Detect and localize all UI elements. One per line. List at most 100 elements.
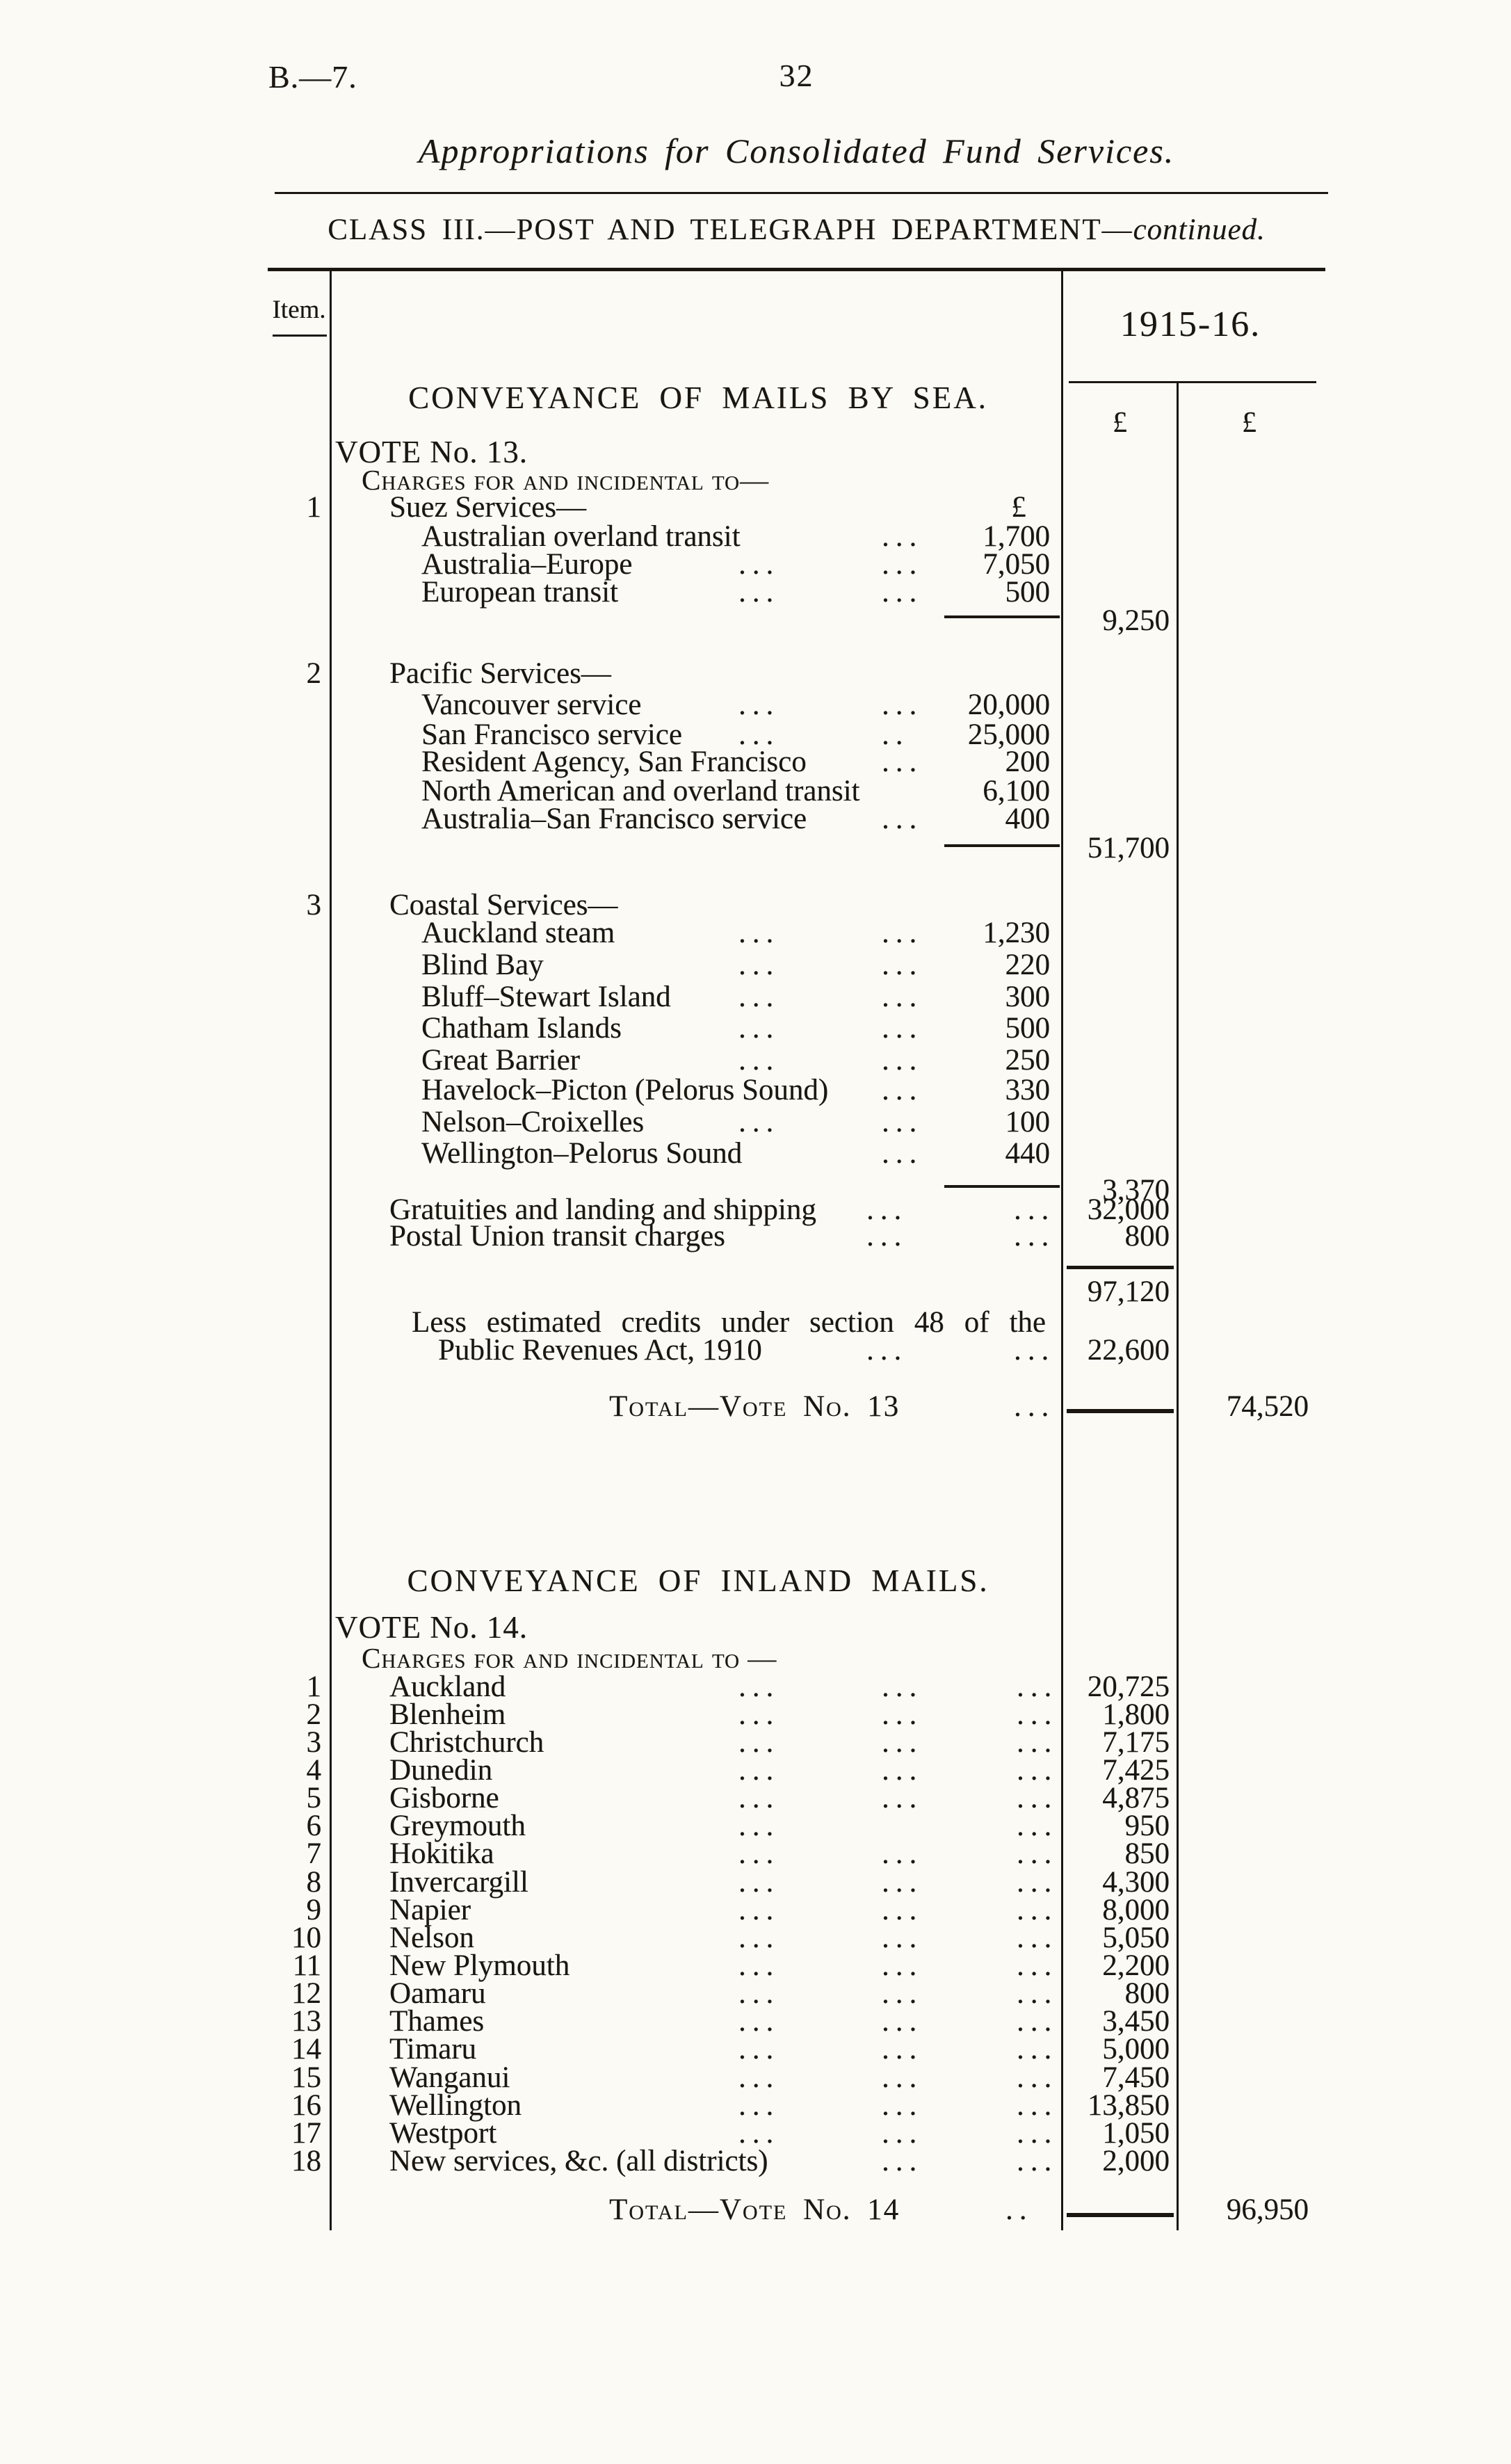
ledger-row: 14 Timaru 5,000 <box>0 2034 1511 2066</box>
less-credits-text-1: Less estimated credits under section 48 … <box>412 1306 1046 1339</box>
vote14-label: VOTE No. 14. <box>335 1610 528 1645</box>
row-label: Wanganui <box>389 2061 510 2094</box>
row-amount: 1,230 <box>983 917 1050 949</box>
ledger-row: Great Barrier 250 <box>0 1045 1511 1077</box>
item-number: 17 <box>291 2117 321 2150</box>
subtotal-rule <box>944 615 1060 618</box>
row-label: Havelock–Picton (Pelorus Sound) <box>421 1074 829 1106</box>
row-amount: 2,000 <box>1102 2145 1170 2177</box>
row-amount: 6,100 <box>983 775 1050 807</box>
item-number: 15 <box>291 2061 321 2094</box>
page-number: 32 <box>779 58 814 93</box>
gross-total-amount: 97,120 <box>1087 1275 1170 1308</box>
row-amount: 1,700 <box>983 520 1050 553</box>
item-number: 14 <box>291 2033 321 2066</box>
dot-leader <box>1014 1335 1055 1367</box>
item-number: 18 <box>291 2145 321 2177</box>
row-amount: 1,800 <box>1102 1698 1170 1731</box>
ledger-row: 1 Auckland 20,725 <box>0 1671 1511 1703</box>
item-number: 9 <box>306 1894 322 1926</box>
ledger-row: Auckland steam 1,230 <box>0 917 1511 949</box>
dot-leader <box>1014 1391 1055 1423</box>
dot-leader <box>866 1335 907 1367</box>
item-number: 7 <box>306 1837 322 1870</box>
row-amount: 5,050 <box>1102 1922 1170 1954</box>
total-column-rule <box>1177 381 1179 2230</box>
vote14-total-rule <box>1067 2213 1174 2217</box>
item-number: 10 <box>291 1922 321 1954</box>
row-amount: 100 <box>1005 1106 1051 1138</box>
group-name: Suez Services— <box>389 491 587 524</box>
row-label: Dunedin <box>389 1754 493 1787</box>
row-amount: 7,050 <box>983 548 1050 581</box>
group-subtotal: 51,700 <box>1087 832 1170 864</box>
row-label: European transit <box>421 576 618 609</box>
row-label: Australia–San Francisco service <box>421 803 807 835</box>
row-amount: 500 <box>1005 1012 1051 1045</box>
item-number: 1 <box>306 491 322 524</box>
ledger-row: San Francisco service 25,000 <box>0 719 1511 751</box>
dot-leader <box>866 1221 907 1253</box>
subtotal-rule <box>944 1185 1060 1188</box>
item-number: 2 <box>306 1698 322 1731</box>
vote13-total-label: Total—Vote No. 13 <box>609 1390 900 1423</box>
vote14-total-label: Total—Vote No. 14 <box>609 2193 900 2226</box>
row-label: Nelson <box>389 1922 474 1954</box>
row-amount: 400 <box>1005 803 1051 835</box>
row-label: Gisborne <box>389 1782 499 1814</box>
ledger-row: Wellington–Pelorus Sound 440 <box>0 1138 1511 1170</box>
gross-total-row: 97,120 <box>0 1276 1511 1308</box>
row-label: Timaru <box>389 2033 477 2066</box>
row-label: Wellington–Pelorus Sound <box>421 1137 743 1170</box>
row-amount: 800 <box>1124 1977 1170 2010</box>
row-amount: 2,200 <box>1102 1949 1170 1982</box>
vote14-total-amount: 96,950 <box>1226 2193 1309 2226</box>
subtotal-rule <box>944 844 1060 847</box>
vote14-label-row: VOTE No. 14. <box>0 1611 1511 1643</box>
row-label: Greymouth <box>389 1810 526 1842</box>
group-pacific-header: 2 Pacific Services— <box>0 658 1511 690</box>
item-number: 16 <box>291 2089 321 2122</box>
ledger-row: 7 Hokitika 850 <box>0 1838 1511 1870</box>
group-name: Pacific Services— <box>389 657 611 690</box>
ledger-row: 12 Oamaru 800 <box>0 1978 1511 2010</box>
amount-column-rule <box>1061 268 1063 2230</box>
row-label: Bluff–Stewart Island <box>421 981 671 1013</box>
less-credits-row-2: Public Revenues Act, 1910 22,600 <box>0 1335 1511 1367</box>
vote13-label-row: VOTE No. 13. <box>0 436 1511 468</box>
ledger-row: 13 Thames 3,450 <box>0 2006 1511 2038</box>
row-amount: 800 <box>1124 1220 1170 1253</box>
pound-symbol-col2: £ <box>1242 407 1257 439</box>
item-column-header: Item. <box>272 296 326 324</box>
ledger-row: Bluff–Stewart Island 300 <box>0 981 1511 1013</box>
group-coastal-header: 3 Coastal Services— <box>0 889 1511 921</box>
row-label: Invercargill <box>389 1866 528 1899</box>
ledger-row: 15 Wanganui 7,450 <box>0 2062 1511 2094</box>
row-amount: 330 <box>1005 1074 1051 1106</box>
row-amount: 1,050 <box>1102 2117 1170 2150</box>
ledger-row: Gratuities and landing and shipping 32,0… <box>0 1194 1511 1226</box>
ledger-row: Resident Agency, San Francisco 200 <box>0 746 1511 778</box>
group-subtotal: 9,250 <box>1102 604 1170 637</box>
vote13-label: VOTE No. 13. <box>335 435 528 469</box>
row-label: Wellington <box>389 2089 522 2122</box>
ledger-row: 17 Westport 1,050 <box>0 2118 1511 2150</box>
dot-leader <box>1014 1221 1055 1253</box>
year-header-rule <box>1069 381 1316 383</box>
ledger-row: European transit 500 <box>0 577 1511 609</box>
group-name: Coastal Services— <box>389 889 618 921</box>
vote13-total-amount: 74,520 <box>1226 1390 1309 1423</box>
item-number: 2 <box>306 657 322 690</box>
row-amount: 200 <box>1005 746 1051 778</box>
row-label: Gratuities and landing and shipping <box>389 1193 816 1226</box>
row-amount: 4,875 <box>1102 1782 1170 1814</box>
ledger-row: 18 New services, &c. (all districts) 2,0… <box>0 2145 1511 2177</box>
row-amount: 440 <box>1005 1137 1051 1170</box>
dot-leader <box>738 1013 779 1045</box>
less-credits-amount: 22,600 <box>1087 1334 1170 1367</box>
ledger-row: Nelson–Croixelles 100 <box>0 1106 1511 1138</box>
row-amount: 8,000 <box>1102 1894 1170 1926</box>
row-amount: 3,450 <box>1102 2005 1170 2038</box>
section-heading-sea-mails: CONVEYANCE OF MAILS BY SEA. <box>408 380 988 415</box>
